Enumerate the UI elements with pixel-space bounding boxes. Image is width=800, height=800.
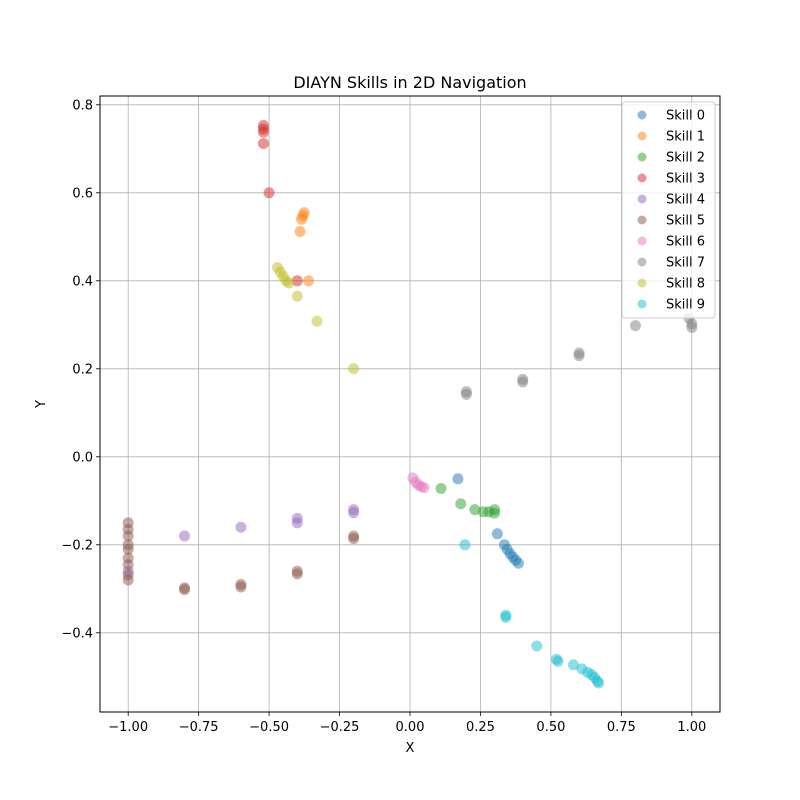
data-point xyxy=(283,277,295,289)
legend-label: Skill 6 xyxy=(666,235,705,250)
series-skill-2 xyxy=(435,482,501,519)
legend-marker xyxy=(637,194,647,204)
data-point xyxy=(291,517,303,529)
data-point xyxy=(122,530,134,542)
data-point xyxy=(257,138,269,150)
legend-marker xyxy=(637,299,647,309)
data-point xyxy=(235,581,247,593)
data-point xyxy=(517,373,529,385)
data-point xyxy=(460,386,472,398)
series-skill-9 xyxy=(459,539,605,689)
data-point xyxy=(257,126,269,138)
legend-marker xyxy=(637,257,647,267)
series-skill-1 xyxy=(294,207,315,287)
legend-label: Skill 4 xyxy=(666,193,705,208)
data-point xyxy=(531,640,543,652)
x-tick-label: 0.00 xyxy=(396,720,425,735)
data-point xyxy=(179,530,191,542)
data-point xyxy=(469,504,481,516)
data-point xyxy=(263,187,275,199)
x-axis-title: X xyxy=(406,741,415,756)
legend-marker xyxy=(637,236,647,246)
series-skill-3 xyxy=(257,119,303,287)
y-axis-title: Y xyxy=(34,400,49,409)
x-tick-label: 0.25 xyxy=(466,720,495,735)
legend-label: Skill 2 xyxy=(666,151,705,166)
legend-label: Skill 7 xyxy=(666,256,705,271)
data-point xyxy=(491,528,503,540)
series-skill-6 xyxy=(407,472,430,494)
data-point xyxy=(294,226,306,238)
y-tick-label: 0.0 xyxy=(72,450,93,465)
data-point xyxy=(500,611,512,623)
data-point xyxy=(122,559,134,571)
legend-label: Skill 5 xyxy=(666,214,705,229)
x-tick-label: 1.00 xyxy=(677,720,706,735)
data-point xyxy=(348,507,360,519)
data-point xyxy=(455,498,467,510)
series-skill-8 xyxy=(272,262,360,375)
data-point xyxy=(452,473,464,485)
y-tick-label: 0.8 xyxy=(72,98,93,113)
data-point xyxy=(459,539,471,551)
legend-label: Skill 8 xyxy=(666,277,705,292)
series-skill-0 xyxy=(452,473,524,569)
chart-title: DIAYN Skills in 2D Navigation xyxy=(293,73,526,92)
data-point xyxy=(296,213,307,225)
x-tick-label: −1.00 xyxy=(108,720,148,735)
data-point xyxy=(513,557,524,569)
data-point xyxy=(303,275,315,287)
data-point xyxy=(291,568,303,580)
data-point xyxy=(291,275,303,287)
data-point xyxy=(122,543,134,555)
data-point xyxy=(291,290,303,302)
legend: Skill 0 Skill 1 Skill 2 Skill 3 Skill 4 Skill… xyxy=(621,101,716,319)
legend-label: Skill 9 xyxy=(666,298,705,313)
legend-marker xyxy=(637,131,647,141)
data-point xyxy=(235,521,247,533)
x-tick-label: −0.25 xyxy=(320,720,360,735)
y-tick-label: 0.6 xyxy=(72,186,93,201)
data-point xyxy=(179,584,191,596)
data-point xyxy=(489,507,501,519)
legend-label: Skill 3 xyxy=(666,172,705,187)
legend-marker xyxy=(637,215,647,225)
x-tick-label: −0.75 xyxy=(179,720,219,735)
legend-marker xyxy=(637,152,647,162)
legend-label: Skill 1 xyxy=(666,130,705,145)
data-point xyxy=(348,533,360,545)
legend-marker xyxy=(637,173,647,183)
y-tick-label: 0.4 xyxy=(72,274,93,289)
data-point xyxy=(311,315,323,327)
x-tick-label: −0.50 xyxy=(249,720,289,735)
data-point xyxy=(686,321,698,333)
x-tick-label: 0.50 xyxy=(536,720,565,735)
legend-marker xyxy=(637,110,647,120)
data-point xyxy=(418,482,430,494)
legend-label: Skill 0 xyxy=(666,109,705,124)
data-point xyxy=(593,677,605,689)
axis-ticks: −1.00 −0.75 −0.50 −0.25 0.00 0.25 0.50 0.75 1.00… xyxy=(61,98,706,735)
data-point xyxy=(435,482,447,494)
data-point xyxy=(122,574,134,586)
data-point xyxy=(552,655,564,667)
data-point xyxy=(567,659,579,671)
y-tick-label: −0.4 xyxy=(61,626,93,641)
data-point xyxy=(348,363,360,375)
series-skill-5 xyxy=(122,517,360,596)
legend-marker xyxy=(637,278,647,288)
data-point xyxy=(573,347,585,359)
x-tick-label: 0.75 xyxy=(607,720,636,735)
data-point xyxy=(629,320,641,332)
y-tick-label: −0.2 xyxy=(61,538,93,553)
y-tick-label: 0.2 xyxy=(72,362,93,377)
